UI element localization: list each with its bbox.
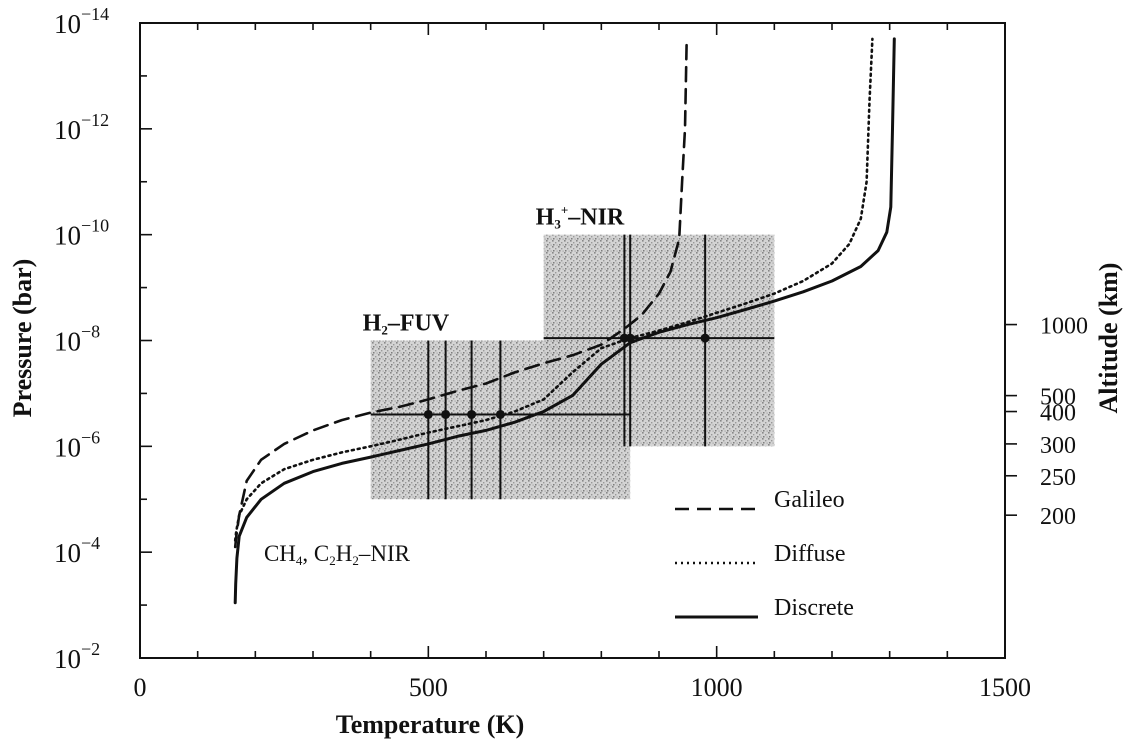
y-tick-base: 10: [54, 115, 81, 145]
y-axis-label: Pressure (bar): [8, 259, 37, 418]
x-tick-label: 0: [134, 673, 147, 702]
region-label-sup: +: [561, 203, 568, 218]
y-tick-exponent: −14: [81, 4, 109, 24]
legend: Galileo Diffuse Discrete: [675, 487, 854, 621]
x-axis-label: Temperature (K): [336, 710, 524, 739]
x-tick-label: 500: [409, 673, 448, 702]
altitude-tick-label: 250: [1040, 465, 1076, 491]
y-tick-base: 10: [54, 538, 81, 568]
data-point-0: [423, 409, 433, 419]
data-point-2: [467, 409, 477, 419]
altitude-axis-label: Altitude (km): [1094, 263, 1123, 414]
y-tick-exponent: −6: [81, 427, 100, 447]
chem-subscript: 2: [352, 553, 359, 568]
region-label-0: H2–FUV: [363, 311, 450, 338]
x-tick-label: 1000: [691, 673, 743, 702]
chem-annotation-0: CH4, C2H2–NIR: [264, 541, 411, 568]
chem-subscript: 4: [296, 553, 303, 568]
chem-text: H: [336, 541, 353, 566]
y-tick-base: 10: [54, 644, 81, 674]
region-label-rest: –NIR: [567, 205, 625, 231]
y-tick-label: 10−14: [54, 4, 109, 39]
y-tick-base: 10: [54, 9, 81, 39]
altitude-tick-label: 300: [1040, 433, 1076, 459]
chem-text: CH: [264, 541, 296, 566]
legend-label-diffuse: Diffuse: [774, 541, 846, 567]
y-tick-exponent: −8: [81, 322, 100, 342]
region-label-base: H: [363, 311, 382, 337]
altitude-tick-label: 500: [1040, 385, 1076, 411]
series-line-discrete: [233, 37, 896, 605]
chem-text: , C: [302, 541, 329, 566]
data-point-6: [700, 333, 710, 343]
y-tick-label: 10−12: [54, 110, 109, 145]
annotations: CH4, C2H2–NIR: [264, 541, 411, 568]
chem-subscript: 2: [329, 553, 336, 568]
legend-label-galileo: Galileo: [774, 487, 845, 513]
y-tick-label: 10−10: [54, 216, 109, 251]
region-label-rest: –FUV: [387, 311, 450, 337]
y-tick-base: 10: [54, 327, 81, 357]
altitude-tick-label: 200: [1040, 504, 1076, 530]
y-tick-label: 10−6: [54, 427, 100, 462]
y-tick-base: 10: [54, 432, 81, 462]
series-line-galileo: [233, 37, 688, 549]
y-tick-exponent: −2: [81, 639, 100, 659]
measurement-regions: [370, 234, 775, 500]
legend-label-discrete: Discrete: [774, 595, 854, 621]
region-box-1: [543, 234, 775, 447]
altitude-tick-label: 1000: [1040, 314, 1088, 340]
altitude-tick-label: 400: [1040, 401, 1076, 427]
y-tick-exponent: −10: [81, 216, 109, 236]
x-axis: 0 500 1000 1500: [134, 23, 1031, 702]
series-line-diffuse: [233, 37, 874, 542]
y-tick-exponent: −12: [81, 110, 109, 130]
region-label-1: H3+–NIR: [536, 203, 625, 232]
y-tick-exponent: −4: [81, 533, 100, 553]
y-tick-label: 10−4: [54, 533, 100, 568]
region-label-base: H: [536, 205, 555, 231]
y-tick-base: 10: [54, 221, 81, 251]
data-point-1: [441, 409, 451, 419]
series-lines: [233, 37, 896, 605]
y-tick-label: 10−2: [54, 639, 100, 674]
x-tick-label: 1500: [979, 673, 1031, 702]
region-label-sub: 2: [381, 323, 388, 338]
y-tick-label: 10−8: [54, 322, 100, 357]
chem-text: –NIR: [358, 541, 411, 566]
region-label-sub: 3: [554, 217, 561, 232]
